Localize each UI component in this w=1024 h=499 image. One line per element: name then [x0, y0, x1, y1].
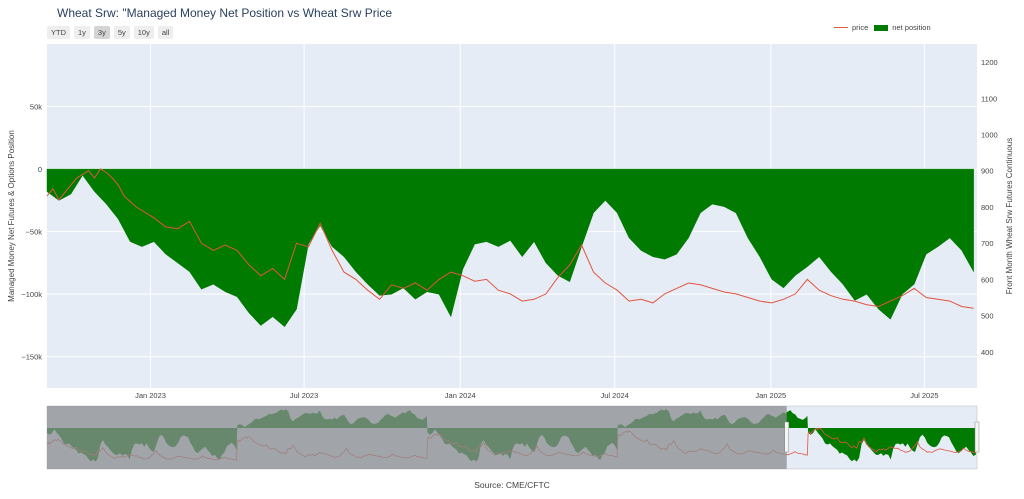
x-tick-label: Jul 2024 [600, 391, 628, 400]
net-position-fill-swatch [874, 24, 889, 31]
price-line [46, 168, 974, 309]
y-right-tick-label: 800 [981, 203, 994, 212]
range-selector-buttons: YTD 1y 3y 5y 10y all [47, 26, 174, 39]
y-right-tick-label: 500 [981, 312, 994, 321]
range-slider-handle-left[interactable] [784, 421, 789, 453]
legend: price net position [834, 23, 931, 32]
range-button-5y[interactable]: 5y [113, 26, 130, 39]
source-note: Source: CME/CFTC [474, 480, 550, 490]
price-line-swatch [834, 27, 848, 28]
x-tick-label: Jan 2024 [445, 391, 476, 400]
range-button-all[interactable]: all [157, 26, 174, 39]
range-slider-handle-right[interactable] [974, 421, 980, 453]
x-tick-label: Jul 2025 [910, 391, 938, 400]
legend-item-net-position[interactable]: net position [874, 23, 931, 32]
y-right-tick-label: 1000 [981, 131, 998, 140]
y-left-tick-label: −50k [26, 228, 43, 237]
chart-title: Wheat Srw: "Managed Money Net Position v… [57, 6, 393, 20]
x-tick-label: Jan 2023 [135, 391, 166, 400]
legend-item-price[interactable]: price [834, 23, 868, 32]
net-position-area [46, 168, 974, 328]
y-left-tick-label: −100k [21, 290, 42, 299]
x-tick-label: Jul 2023 [290, 391, 318, 400]
range-button-1y[interactable]: 1y [74, 26, 90, 39]
y-left-tick-label: 50k [30, 103, 42, 112]
range-button-3y[interactable]: 3y [93, 26, 110, 39]
y-left-axis-title: Managed Money Net Futures & Options Posi… [7, 130, 16, 302]
y-right-tick-label: 900 [981, 167, 994, 176]
x-tick-label: Jan 2025 [755, 391, 786, 400]
legend-label-net-position: net position [892, 23, 931, 32]
y-right-tick-label: 400 [981, 348, 994, 357]
range-button-ytd[interactable]: YTD [47, 26, 70, 39]
legend-label-price: price [852, 23, 869, 32]
y-right-tick-label: 1200 [981, 58, 998, 67]
range-slider-mask-left [47, 406, 787, 469]
y-left-tick-label: −150k [21, 353, 42, 362]
range-button-10y[interactable]: 10y [133, 26, 154, 39]
y-right-axis-title: Front Month Wheat Srw Futures Continuous [1005, 138, 1014, 295]
y-right-tick-label: 700 [981, 239, 994, 248]
y-right-tick-label: 1100 [981, 94, 997, 103]
y-left-tick-label: 0 [38, 165, 42, 174]
y-right-tick-label: 600 [981, 275, 994, 284]
